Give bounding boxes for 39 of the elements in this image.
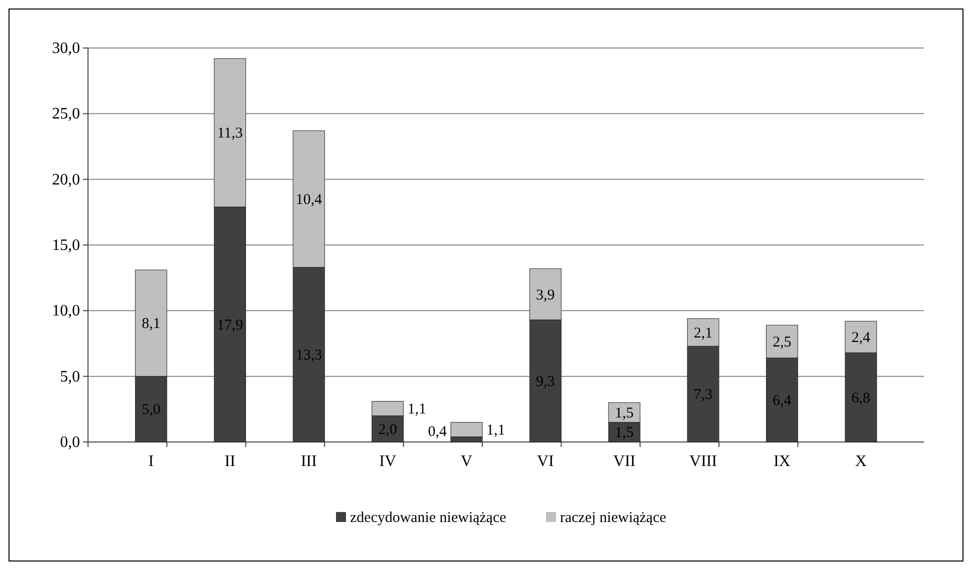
data-label: 2,5	[772, 334, 792, 351]
y-tick-label: 15,0	[52, 237, 80, 254]
x-tick-label: VI	[536, 453, 554, 470]
y-tick-label: 10,0	[52, 302, 80, 320]
data-label: 6,8	[852, 390, 870, 406]
x-tick-label: III	[300, 453, 317, 470]
x-tick-label: X	[855, 453, 868, 470]
data-label: 2,4	[852, 330, 871, 346]
x-tick-label: VII	[613, 453, 636, 470]
x-tick-label: IX	[774, 453, 791, 470]
data-label: 5,0	[142, 402, 160, 418]
legend-label: zdecydowanie niewiążące	[350, 510, 506, 526]
data-label: 2,0	[378, 422, 398, 438]
data-label: 1,1	[486, 422, 506, 439]
y-tick-label: 20,0	[52, 171, 80, 188]
data-label: 11,3	[217, 126, 243, 142]
y-tick-label: 30,0	[52, 40, 80, 57]
data-label: 7,3	[694, 387, 713, 404]
y-tick-label: 25,0	[52, 106, 80, 123]
data-label: 1,5	[614, 425, 634, 442]
data-label: 13,3	[296, 348, 322, 364]
data-label: 1,5	[614, 405, 634, 422]
legend-label: raczej niewiążące	[560, 510, 666, 526]
x-tick-label: VIII	[689, 453, 717, 470]
data-label: 8,1	[142, 316, 160, 332]
data-label: 9,3	[536, 374, 555, 390]
x-tick-label: II	[224, 453, 236, 470]
data-label: 10,4	[296, 192, 322, 208]
data-label: 0,4	[428, 424, 448, 440]
data-label: 2,1	[694, 325, 713, 342]
data-label: 17,9	[216, 317, 244, 334]
data-label: 3,9	[536, 287, 555, 304]
y-tick-label: 5,0	[60, 368, 80, 386]
data-label: 6,4	[772, 392, 792, 409]
x-tick-label: IV	[379, 453, 397, 470]
x-tick-label: I	[148, 453, 154, 470]
y-tick-label: 0,0	[60, 434, 80, 451]
data-label: 1,1	[407, 402, 426, 418]
x-tick-label: V	[460, 453, 473, 470]
